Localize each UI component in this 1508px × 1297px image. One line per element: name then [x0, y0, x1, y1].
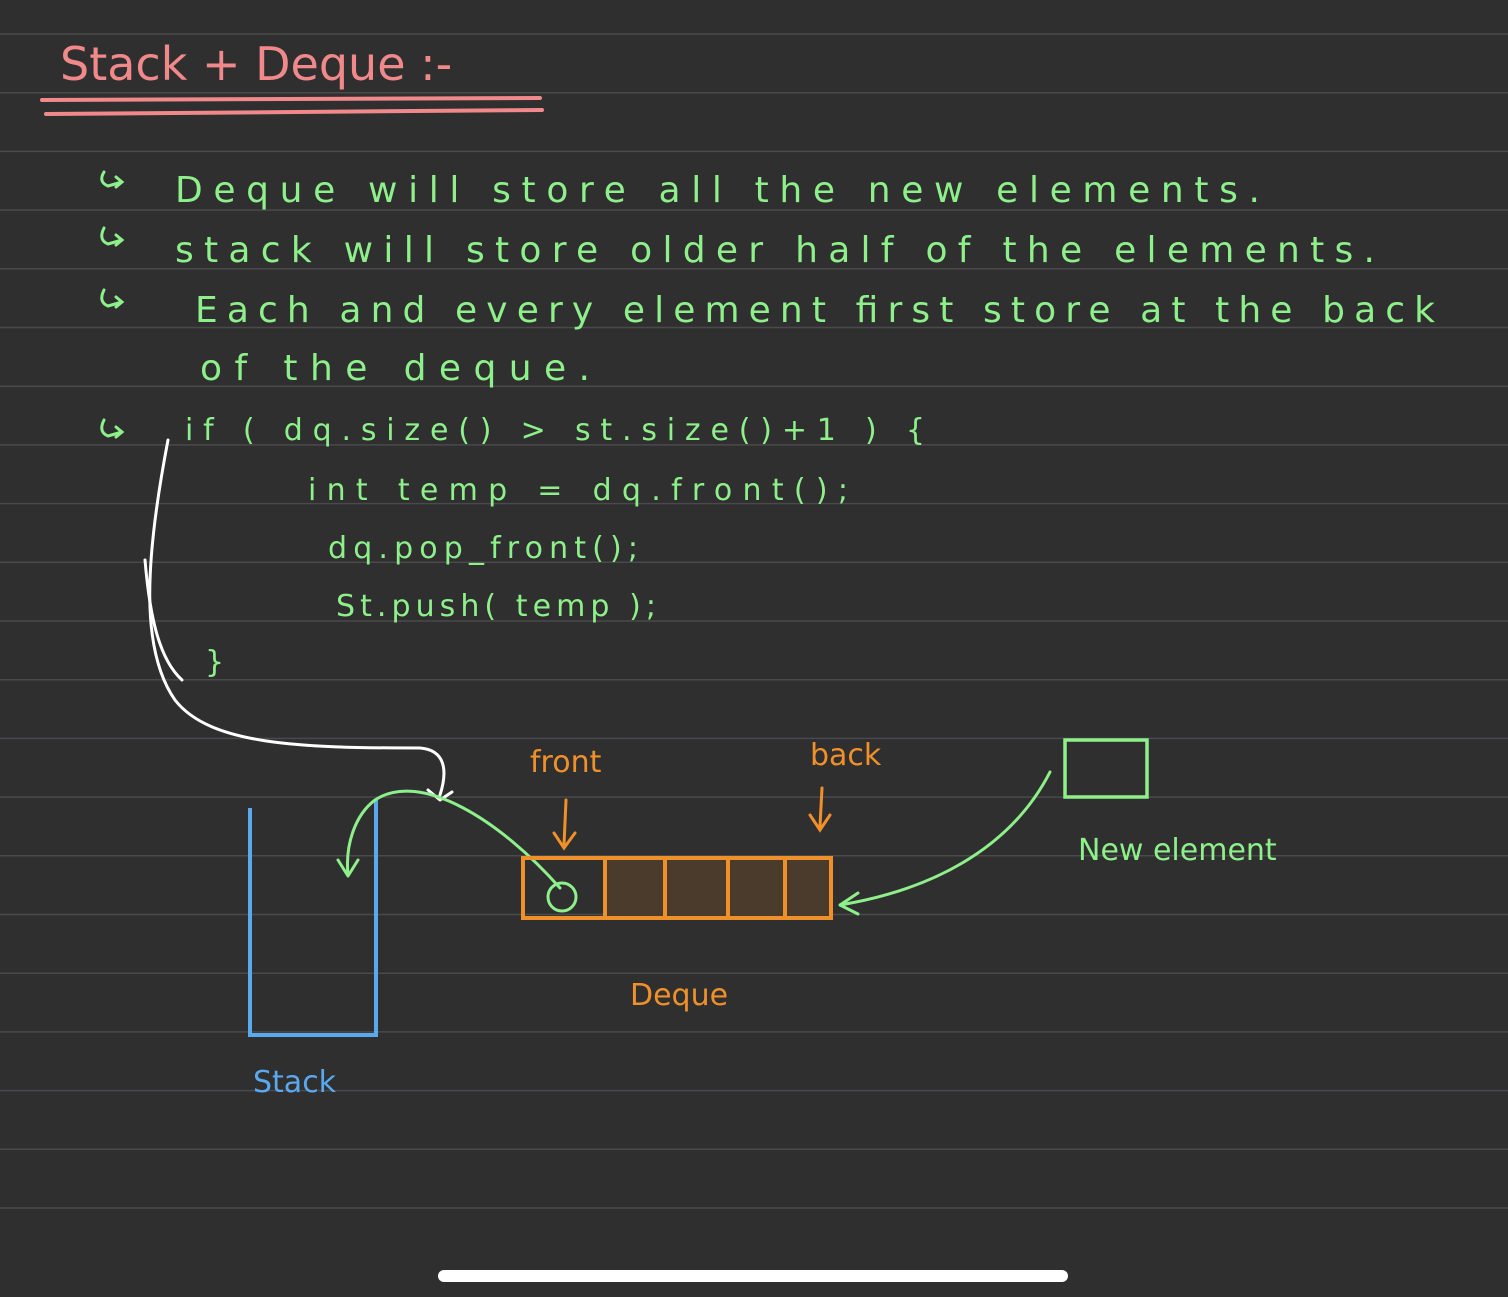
pointer-arrows — [552, 786, 832, 851]
note-line-3: Each and every element first store at th… — [195, 290, 1435, 331]
back-label: back — [810, 738, 882, 773]
deque-cell — [603, 856, 667, 920]
code-line-5: } — [205, 645, 224, 680]
deque-cell — [521, 856, 607, 920]
front-pointer-arrow — [552, 798, 577, 851]
code-line-3: dq.pop_front(); — [328, 531, 638, 566]
hooked-arrow-bullet-icon — [100, 418, 125, 439]
deque-cell — [783, 856, 833, 920]
hooked-arrow-bullet-icon — [100, 226, 125, 247]
stack-label: Stack — [253, 1065, 337, 1100]
ruled-lines — [0, 33, 1508, 1209]
pop-front-arrow — [336, 789, 562, 890]
note-line-4: of the deque. — [200, 348, 590, 389]
deque-cell — [663, 856, 730, 920]
push-back-arrow — [838, 770, 1052, 916]
deque-container — [521, 856, 833, 920]
back-pointer-arrow — [808, 786, 832, 833]
hooked-arrow-bullet-icon — [100, 170, 125, 189]
code-line-2: int temp = dq.front(); — [308, 473, 848, 508]
new-element-box — [1063, 738, 1149, 799]
front-label: front — [530, 745, 602, 780]
new-element-label: New element — [1078, 833, 1277, 868]
note-line-1: Deque will store all the new elements. — [175, 170, 1260, 211]
bullet-list — [100, 170, 125, 439]
deque-cell — [726, 856, 787, 920]
title-underline — [40, 96, 544, 116]
home-indicator[interactable] — [438, 1270, 1068, 1282]
deque-label: Deque — [630, 978, 728, 1013]
code-line-1: if ( dq.size() > st.size()+1 ) { — [185, 413, 925, 448]
note-line-2: stack will store older half of the eleme… — [175, 230, 1375, 271]
stack-container — [248, 800, 378, 1037]
code-line-4: St.push( temp ); — [336, 589, 656, 624]
front-element-marker — [546, 881, 578, 913]
page-title: Stack + Deque :- — [60, 37, 452, 91]
hooked-arrow-bullet-icon — [100, 288, 125, 309]
